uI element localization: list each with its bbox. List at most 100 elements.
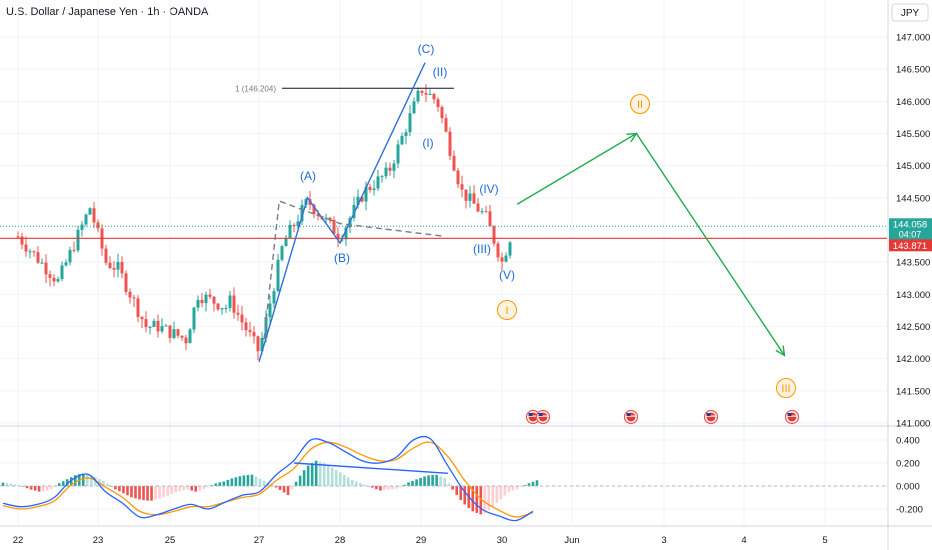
candle-body-down: [52, 277, 56, 282]
candle-body-down: [488, 211, 492, 227]
flag-canton: [626, 413, 631, 416]
candle-body-up: [508, 242, 512, 256]
wave-label-a: (A): [300, 169, 316, 183]
price-candles: [16, 84, 512, 361]
histogram-bar-negative: [507, 486, 511, 493]
histogram-bar-negative: [174, 486, 177, 493]
us-flag-icon: [535, 409, 551, 425]
histogram-bar-negative: [170, 486, 173, 495]
histogram-bar-negative: [395, 486, 398, 489]
time-tick-label: 29: [416, 535, 427, 546]
histogram-bar-positive: [226, 479, 230, 486]
histogram-bar-negative: [515, 486, 519, 489]
us-flag-icon: [784, 409, 800, 425]
histogram-bar-negative: [387, 486, 390, 490]
candle-body-up: [384, 167, 388, 177]
histogram-bar-negative: [142, 486, 145, 501]
candle-body-up: [28, 251, 32, 253]
histogram-bar-positive: [322, 462, 326, 486]
histogram-bar-negative: [166, 486, 169, 496]
candle-body-down: [232, 295, 236, 313]
us-flag-icon: [703, 409, 719, 425]
candle-body-up: [224, 307, 228, 309]
histogram-bar-negative: [282, 486, 286, 493]
candle-body-up: [272, 291, 276, 304]
candle-body-up: [280, 246, 284, 260]
candle-body-down: [328, 217, 332, 220]
candle-body-down: [436, 99, 440, 108]
osc-tick-label: -0.200: [896, 505, 923, 516]
candle-body-down: [184, 337, 188, 344]
histogram-bar-positive: [106, 483, 109, 486]
divergence-line: [293, 462, 449, 475]
candle-body-up: [192, 307, 196, 330]
histogram-bar-negative: [33, 486, 37, 491]
wave-label-ii: (II): [433, 65, 448, 79]
candle-body-up: [288, 224, 292, 238]
wave-label-orange-i: I: [505, 305, 508, 317]
candle-body-up: [284, 237, 288, 247]
histogram-bar-negative: [278, 486, 282, 490]
histogram-bar-positive: [214, 483, 218, 486]
time-tick-label: 3: [661, 535, 666, 546]
candle-body-down: [432, 93, 436, 100]
candle-body-down: [244, 322, 248, 331]
price-tick-label: 145.000: [896, 161, 930, 172]
histogram-bar-negative: [29, 486, 33, 490]
flag-stripe: [528, 415, 538, 417]
histogram-bar-positive: [314, 460, 318, 486]
candle-body-down: [476, 203, 480, 212]
symbol-title: U.S. Dollar / Japanese Yen · 1h · OANDA: [6, 6, 209, 18]
histogram-bar-positive: [535, 480, 539, 486]
histogram-bar-negative: [146, 486, 149, 501]
candle-body-up: [392, 163, 396, 171]
histogram-bar-positive: [415, 479, 418, 486]
wave-label-b: (B): [334, 251, 350, 265]
candle-body-down: [448, 131, 452, 156]
price-tick-label: 142.500: [896, 322, 930, 333]
candle-body-up: [504, 255, 508, 262]
histogram-bar-negative: [186, 486, 189, 490]
currency-box: [891, 3, 929, 22]
histogram-bar-positive: [61, 481, 65, 486]
histogram-bar-positive: [262, 480, 266, 486]
histogram-bar-negative: [459, 486, 463, 500]
histogram-bar-positive: [218, 482, 222, 486]
candle-body-down: [336, 233, 340, 240]
histogram-bar-negative: [383, 486, 386, 491]
candle-body-down: [108, 262, 112, 269]
candle-body-down: [16, 236, 20, 238]
histogram-bar-positive: [310, 463, 314, 486]
flag-stripe: [787, 415, 797, 417]
candle-body-down: [48, 274, 52, 278]
histogram-bar-negative: [45, 486, 49, 491]
histogram-bar-positive: [527, 483, 531, 486]
price-tick-label: 142.000: [896, 354, 930, 365]
histogram-bar-positive: [13, 484, 17, 486]
candle-body-down: [388, 167, 392, 171]
candle-body-down: [256, 336, 260, 352]
histogram-bar-positive: [5, 483, 9, 486]
candle-body-down: [176, 329, 180, 336]
histogram-bar-positive: [94, 476, 97, 486]
histogram-bar-negative: [511, 486, 515, 491]
histogram-bar-negative: [206, 486, 210, 488]
histogram-bar-negative: [110, 486, 113, 487]
candle-body-up: [188, 329, 192, 344]
candle-body-up: [300, 204, 304, 222]
histogram-bar-negative: [37, 486, 41, 492]
histogram-bar-positive: [306, 465, 310, 486]
price-levels: 1 (146.204): [0, 85, 887, 239]
candle-body-up: [400, 135, 404, 145]
wave-circle-iii: [776, 378, 796, 398]
histogram-bar-positive: [242, 475, 246, 486]
histogram-bar-negative: [371, 486, 374, 488]
candle-body-up: [164, 325, 168, 327]
histogram-bar-negative: [41, 486, 45, 492]
candle-body-down: [492, 226, 496, 244]
wave-label-iv: (IV): [479, 182, 498, 196]
candle-body-down: [460, 184, 464, 190]
histogram-bar-negative: [126, 486, 129, 496]
histogram-bar-negative: [503, 486, 507, 496]
